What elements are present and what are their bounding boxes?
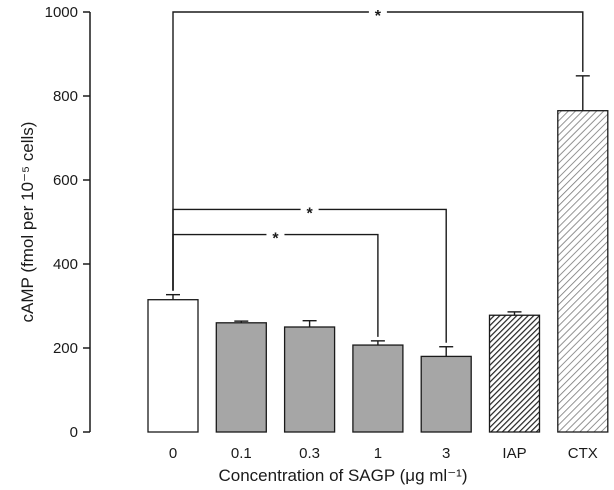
significance-bracket	[172, 233, 379, 337]
significance-star: *	[306, 205, 313, 222]
y-tick-label: 600	[53, 172, 78, 189]
bar	[488, 314, 541, 433]
y-tick-label: 0	[70, 424, 78, 441]
significance-star: *	[375, 8, 382, 25]
significance-label-bg	[300, 201, 319, 218]
bar	[352, 344, 404, 433]
y-tick-label: 1000	[45, 4, 78, 21]
bar	[215, 322, 267, 433]
y-tick-label: 200	[53, 340, 78, 357]
y-tick-label: 400	[53, 256, 78, 273]
x-tick-label: 0.3	[299, 445, 320, 462]
x-tick-label: 1	[374, 445, 382, 462]
significance-label-bg	[266, 226, 285, 243]
y-tick-label: 800	[53, 88, 78, 105]
x-tick-label: 0	[169, 445, 177, 462]
x-axis-label: Concentration of SAGP (μg ml⁻¹)	[219, 466, 468, 485]
significance-label-bg	[368, 4, 387, 20]
bar	[420, 355, 472, 433]
bar	[147, 299, 199, 433]
significance-star: *	[272, 231, 279, 248]
bar	[283, 326, 336, 433]
x-tick-label: 0.1	[231, 445, 252, 462]
y-axis-label: cAMP (fmol per 10⁻⁵ cells)	[18, 122, 37, 323]
x-tick-label: IAP	[502, 445, 526, 462]
x-tick-label: 3	[442, 445, 450, 462]
bar	[557, 110, 609, 433]
x-tick-label: CTX	[568, 445, 598, 462]
